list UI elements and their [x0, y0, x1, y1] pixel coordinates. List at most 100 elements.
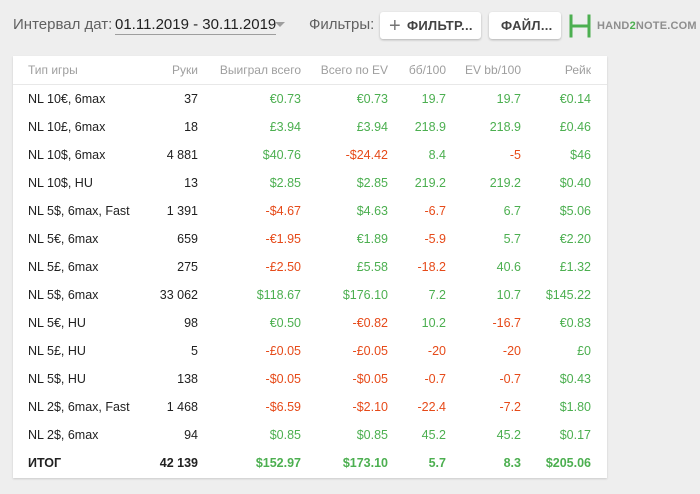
cell-bb100: 45.2: [421, 428, 446, 442]
cell-bb100: 218.9: [414, 120, 446, 134]
cell-game-type: NL 5£, 6max: [28, 260, 99, 274]
cell-ev-bb100: 218.9: [489, 120, 521, 134]
cell-hands: 659: [177, 232, 198, 246]
cell-ev-bb100: 5.7: [503, 232, 521, 246]
date-interval-label: Интервал дат:: [13, 16, 113, 33]
cell-game-type: NL 5$, 6max, Fast: [28, 204, 130, 218]
cell-ev-total: $2.85: [356, 176, 388, 190]
column-header-bb100[interactable]: бб/100: [388, 56, 446, 85]
filters-label: Фильтры:: [309, 16, 375, 33]
cell-ev-bb100: 40.6: [496, 260, 521, 274]
cell-game-type: NL 5€, 6max: [28, 232, 99, 246]
cell-bb100: 7.2: [428, 288, 446, 302]
cell-hands: 98: [184, 316, 198, 330]
cell-game-type: NL 10$, 6max: [28, 148, 106, 162]
cell-game-type: NL 5$, HU: [28, 372, 86, 386]
column-header-hands[interactable]: Руки: [143, 56, 198, 85]
date-range-select[interactable]: 01.11.2019 - 30.11.2019: [115, 16, 277, 35]
cell-game-type: NL 10£, 6max: [28, 120, 106, 134]
cell-game-type: ИТОГ: [28, 456, 62, 470]
cell-ev-bb100: -0.7: [499, 372, 521, 386]
cell-rake: £1.32: [559, 260, 591, 274]
chevron-down-icon[interactable]: [275, 22, 285, 27]
cell-won: -$0.05: [265, 372, 301, 386]
cell-ev-bb100: -7.2: [499, 400, 521, 414]
cell-game-type: NL 2$, 6max: [28, 428, 99, 442]
cell-rake: $0.40: [559, 176, 591, 190]
cell-bb100: -22.4: [417, 400, 447, 414]
cell-won: $152.97: [255, 456, 301, 470]
cell-hands: 94: [184, 428, 198, 442]
cell-bb100: -5.9: [424, 232, 446, 246]
cell-ev-total: -$24.42: [345, 148, 388, 162]
stats-table: Тип игры Руки Выиграл всего Всего по EV …: [13, 56, 607, 477]
table-header-row: Тип игры Руки Выиграл всего Всего по EV …: [13, 56, 607, 85]
cell-ev-total: -€0.82: [352, 316, 388, 330]
table-row[interactable]: NL 5€, 6max 659 -€1.95 €1.89 -5.9 5.7 €2.20: [13, 225, 607, 253]
cell-game-type: NL 10€, 6max: [28, 92, 106, 106]
cell-won: -£2.50: [265, 260, 301, 274]
cell-hands: 33 062: [159, 288, 198, 302]
cell-bb100: -20: [427, 344, 446, 358]
table-row[interactable]: NL 5$, 6max 33 062 $118.67 $176.10 7.2 10.7 $1…: [13, 281, 607, 309]
cell-bb100: 19.7: [421, 92, 446, 106]
table-row[interactable]: NL 10$, HU 13 $2.85 $2.85 219.2 219.2 $0.40: [13, 169, 607, 197]
cell-ev-total: €1.89: [356, 232, 388, 246]
cell-rake: $1.80: [559, 400, 591, 414]
cell-ev-total: £5.58: [356, 260, 388, 274]
column-header-won[interactable]: Выиграл всего: [198, 56, 301, 85]
cell-ev-total: $173.10: [342, 456, 388, 470]
cell-hands: 37: [184, 92, 198, 106]
table-row[interactable]: NL 5$, HU 138 -$0.05 -$0.05 -0.7 -0.7 $0.43: [13, 365, 607, 393]
cell-game-type: NL 5$, 6max: [28, 288, 99, 302]
cell-ev-total: $0.85: [356, 428, 388, 442]
table-row[interactable]: NL 5£, 6max 275 -£2.50 £5.58 -18.2 40.6 £1.32: [13, 253, 607, 281]
table-row[interactable]: NL 10$, 6max 4 881 $40.76 -$24.42 8.4 -5 $46: [13, 141, 607, 169]
table-row[interactable]: NL 5€, HU 98 €0.50 -€0.82 10.2 -16.7 €0.83: [13, 309, 607, 337]
cell-won: €0.73: [269, 92, 301, 106]
cell-rake: $0.17: [559, 428, 591, 442]
cell-ev-bb100: 10.7: [496, 288, 521, 302]
cell-ev-bb100: 45.2: [496, 428, 521, 442]
cell-game-type: NL 5€, HU: [28, 316, 86, 330]
cell-ev-bb100: 6.7: [503, 204, 521, 218]
cell-ev-total: -£0.05: [352, 344, 388, 358]
cell-rake: £0: [577, 344, 591, 358]
cell-ev-total: £3.94: [356, 120, 388, 134]
cell-rake: $205.06: [545, 456, 591, 470]
file-button-label: ФАЙЛ...: [501, 18, 553, 33]
cell-won: -£0.05: [265, 344, 301, 358]
table-row[interactable]: NL 10€, 6max 37 €0.73 €0.73 19.7 19.7 €0.14: [13, 85, 607, 114]
table-row[interactable]: NL 10£, 6max 18 £3.94 £3.94 218.9 218.9 £0.46: [13, 113, 607, 141]
cell-hands: 18: [184, 120, 198, 134]
add-filter-button[interactable]: + ФИЛЬТР...: [380, 12, 481, 39]
cell-bb100: 219.2: [414, 176, 446, 190]
column-header-rake[interactable]: Рейк: [521, 56, 607, 85]
column-header-ev-bb100[interactable]: EV bb/100: [446, 56, 521, 85]
hand2note-logo-icon: [569, 14, 591, 38]
cell-won: $40.76: [262, 148, 301, 162]
file-button[interactable]: ФАЙЛ...: [489, 12, 561, 39]
cell-bb100: -6.7: [424, 204, 446, 218]
cell-won: $2.85: [269, 176, 301, 190]
column-header-ev-total[interactable]: Всего по EV: [301, 56, 388, 85]
cell-rake: $5.06: [559, 204, 591, 218]
cell-rake: $145.22: [545, 288, 591, 302]
cell-game-type: NL 10$, HU: [28, 176, 93, 190]
column-header-game-type[interactable]: Тип игры: [13, 56, 143, 85]
cell-rake: €2.20: [559, 232, 591, 246]
cell-bb100: 5.7: [428, 456, 446, 470]
cell-hands: 275: [177, 260, 198, 274]
table-row[interactable]: NL 2$, 6max 94 $0.85 $0.85 45.2 45.2 $0.17: [13, 421, 607, 449]
cell-won: -€1.95: [265, 232, 301, 246]
table-row[interactable]: NL 2$, 6max, Fast 1 468 -$6.59 -$2.10 -22.4 -…: [13, 393, 607, 421]
cell-hands: 5: [191, 344, 198, 358]
cell-won: -$6.59: [265, 400, 301, 414]
cell-won: $118.67: [256, 288, 301, 302]
cell-hands: 4 881: [166, 148, 198, 162]
table-row[interactable]: NL 5$, 6max, Fast 1 391 -$4.67 $4.63 -6.7 6.7…: [13, 197, 607, 225]
cell-rake: £0.46: [559, 120, 591, 134]
cell-ev-bb100: -16.7: [492, 316, 522, 330]
total-row[interactable]: ИТОГ 42 139 $152.97 $173.10 5.7 8.3 $205.06: [13, 449, 607, 477]
table-row[interactable]: NL 5£, HU 5 -£0.05 -£0.05 -20 -20 £0: [13, 337, 607, 365]
